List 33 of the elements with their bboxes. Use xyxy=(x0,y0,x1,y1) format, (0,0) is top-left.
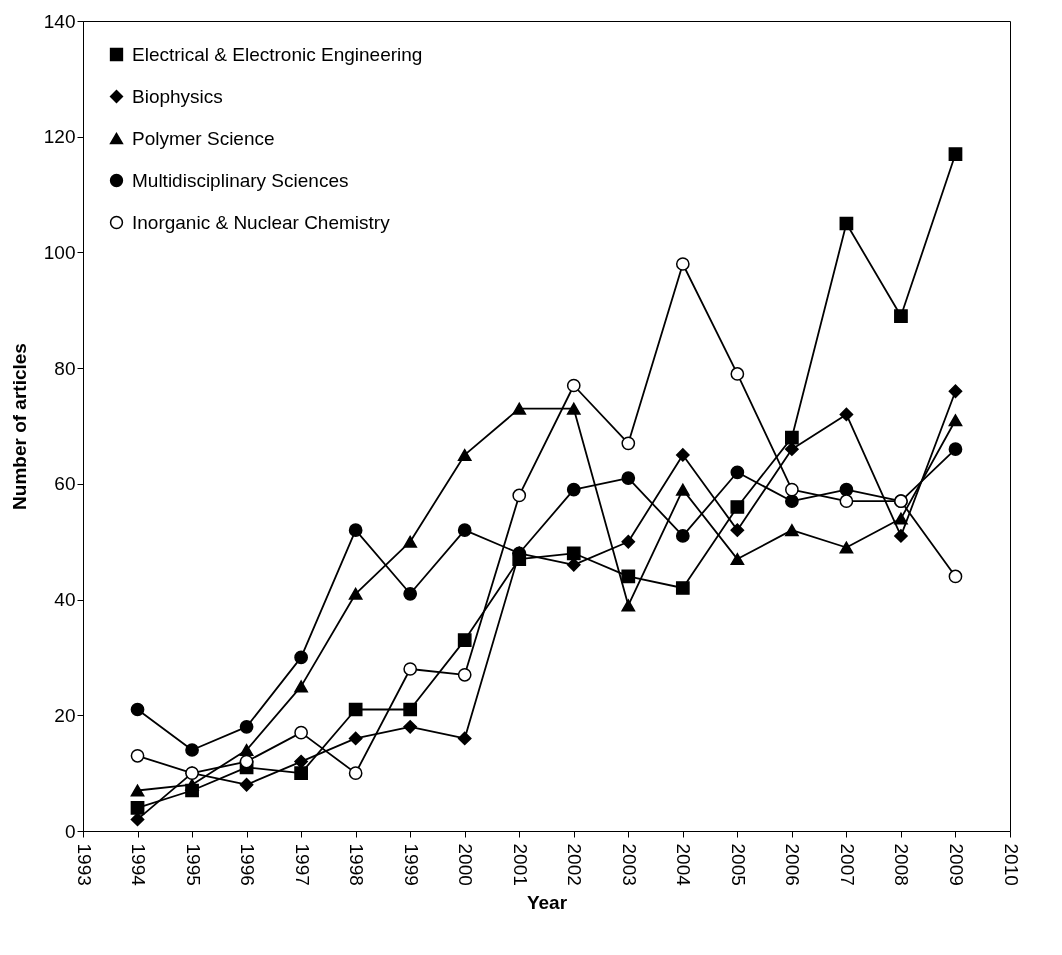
x-tick-label: 2009 xyxy=(945,843,967,886)
legend-label: Electrical & Electronic Engineering xyxy=(132,43,423,65)
y-tick-label: 120 xyxy=(43,126,76,148)
y-axis-title: Number of articles xyxy=(8,343,30,510)
y-tick-label: 40 xyxy=(54,589,76,611)
y-tick-label: 100 xyxy=(43,241,76,263)
x-tick-label: 2005 xyxy=(727,843,749,886)
x-tick-label: 1994 xyxy=(128,843,150,887)
y-tick-label: 20 xyxy=(54,704,76,726)
x-tick-label: 2010 xyxy=(1000,843,1022,886)
x-axis-title: Year xyxy=(526,891,568,913)
y-tick-label: 80 xyxy=(54,357,76,379)
x-tick-label: 2000 xyxy=(455,843,477,886)
x-tick-label: 2008 xyxy=(891,843,913,886)
x-tick-label: 1993 xyxy=(73,843,95,886)
y-tick-label: 60 xyxy=(54,473,76,495)
legend-label: Polymer Science xyxy=(132,127,275,149)
x-tick-label: 1998 xyxy=(346,843,368,886)
x-tick-label: 2007 xyxy=(836,843,858,886)
x-tick-label: 2004 xyxy=(673,843,695,887)
x-tick-label: 1997 xyxy=(291,843,313,886)
x-tick-label: 1996 xyxy=(237,843,259,886)
legend-label: Multidisciplinary Sciences xyxy=(132,169,349,191)
legend-label: Inorganic & Nuclear Chemistry xyxy=(132,211,391,233)
y-tick-label: 140 xyxy=(43,10,76,32)
x-tick-label: 1995 xyxy=(182,843,204,886)
y-tick-label: 0 xyxy=(64,820,76,842)
legend-label: Biophysics xyxy=(132,85,223,107)
x-tick-label: 2001 xyxy=(509,843,531,886)
x-tick-label: 2003 xyxy=(618,843,640,886)
x-tick-label: 1999 xyxy=(400,843,422,886)
x-tick-label: 2002 xyxy=(564,843,586,886)
x-tick-label: 2006 xyxy=(782,843,804,886)
